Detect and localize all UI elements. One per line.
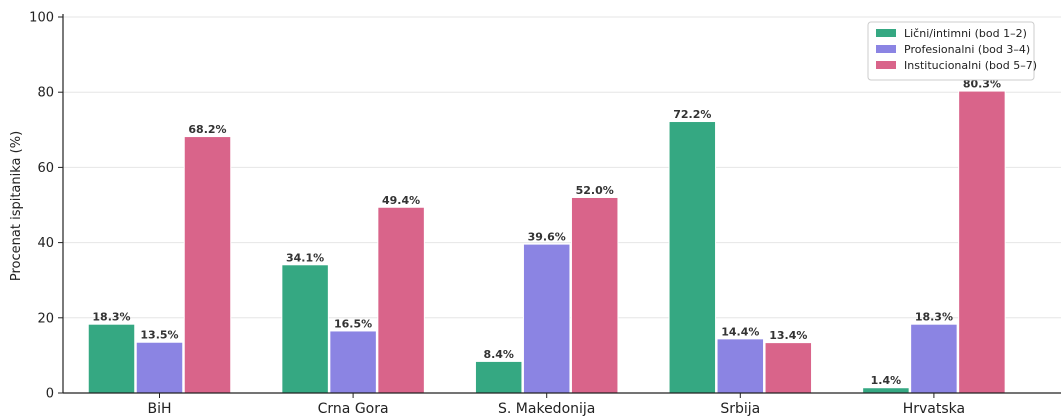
- data-label: 14.4%: [721, 325, 759, 338]
- y-tick-label: 40: [37, 236, 54, 251]
- data-label: 18.3%: [915, 311, 953, 324]
- data-label: 18.3%: [92, 311, 130, 324]
- axes: [58, 14, 1061, 398]
- bar-bih-2: [183, 136, 232, 394]
- bar-hrvatska-1: [910, 323, 958, 394]
- legend-label: Lični/intimni (bod 1–2): [904, 27, 1027, 40]
- y-tick-label: 60: [37, 161, 54, 176]
- data-label: 8.4%: [483, 348, 514, 361]
- bar-srbija-2: [764, 342, 813, 394]
- bar-srbija-1: [716, 338, 765, 394]
- data-label: 34.1%: [286, 251, 324, 264]
- data-label: 39.6%: [528, 231, 566, 244]
- y-tick-label: 20: [37, 311, 54, 326]
- y-axis-label: Procenat ispitanika (%): [9, 131, 24, 281]
- bars: [87, 90, 1006, 394]
- x-tick-label: S. Makedonija: [498, 401, 595, 417]
- legend-frame: [867, 21, 1035, 81]
- x-tick-label: BiH: [147, 401, 171, 417]
- y-tick-label: 100: [29, 11, 54, 26]
- legend: Lični/intimni (bod 1–2) Profesionalni (bo…: [867, 21, 1037, 81]
- bar-s-makedonija-0: [474, 360, 523, 394]
- legend-swatch: [876, 61, 896, 69]
- x-tick-labels: BiH Crna Gora S. Makedonija Srbija Hrvatska: [147, 401, 965, 417]
- x-tick-label: Srbija: [720, 401, 760, 417]
- data-labels: 18.3% 13.5% 68.2% 34.1% 16.5% 49.4% 8.4% 39.6% 5…: [92, 78, 1001, 388]
- data-label: 1.4%: [871, 374, 902, 387]
- legend-swatch: [876, 29, 896, 37]
- y-tick-label: 0: [46, 387, 54, 402]
- bar-crna-gora-2: [377, 206, 425, 394]
- bar-srbija-0: [668, 121, 717, 394]
- data-label: 49.4%: [382, 194, 420, 207]
- data-label: 52.0%: [576, 184, 614, 197]
- bar-crna-gora-0: [281, 264, 329, 394]
- data-label: 68.2%: [188, 123, 226, 136]
- data-label: 72.2%: [673, 108, 711, 121]
- y-tick-labels: 0 20 40 60 80 100: [29, 11, 54, 402]
- bar-bih-0: [87, 323, 136, 394]
- bar-s-makedonija-2: [570, 196, 619, 394]
- x-tick-label: Crna Gora: [318, 401, 389, 417]
- data-label: 16.5%: [334, 317, 372, 330]
- data-label: 80.3%: [963, 78, 1001, 91]
- data-label: 13.4%: [769, 329, 807, 342]
- y-tick-label: 80: [37, 86, 54, 101]
- bar-s-makedonija-1: [522, 243, 571, 394]
- legend-label: Profesionalni (bod 3–4): [904, 43, 1030, 56]
- bar-hrvatska-0: [862, 387, 910, 394]
- legend-label: Institucionalni (bod 5–7): [904, 59, 1037, 72]
- data-label: 13.5%: [140, 329, 178, 342]
- bar-hrvatska-2: [958, 90, 1006, 394]
- x-tick-label: Hrvatska: [903, 401, 965, 417]
- bar-crna-gora-1: [329, 330, 377, 394]
- legend-swatch: [876, 45, 896, 53]
- bar-bih-1: [135, 341, 184, 394]
